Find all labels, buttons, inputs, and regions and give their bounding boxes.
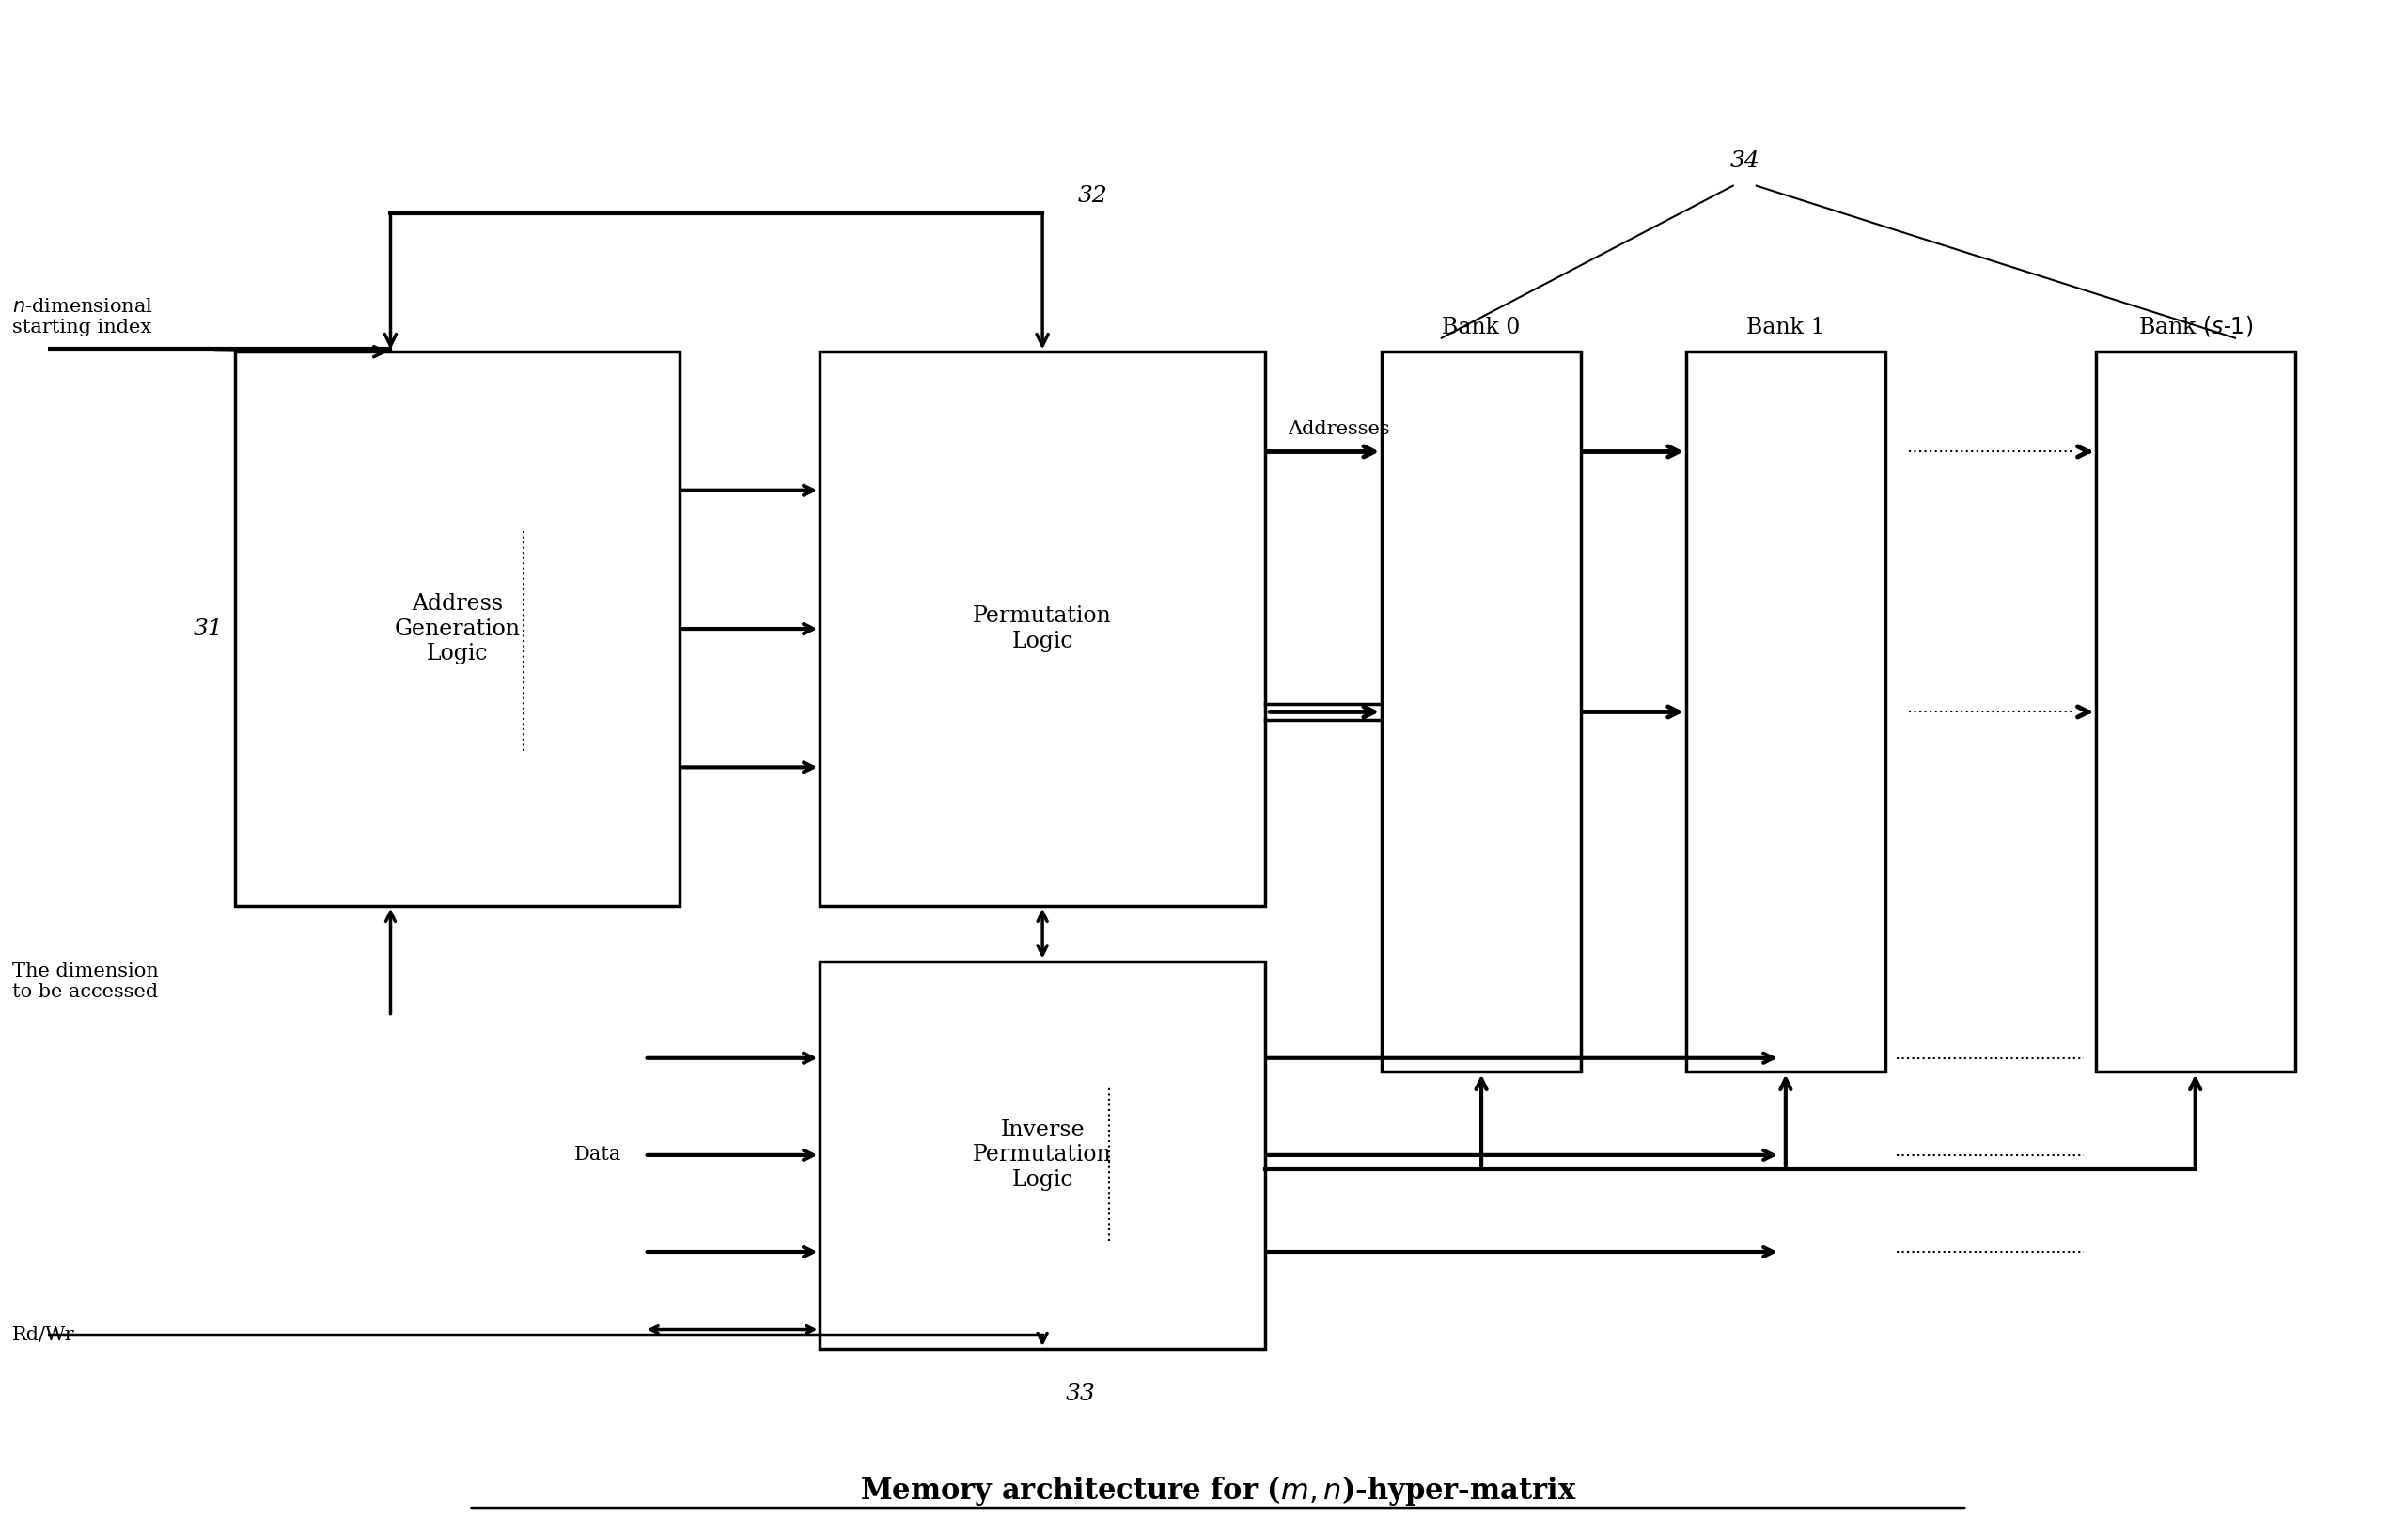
Text: Addresses: Addresses	[1288, 420, 1389, 438]
FancyBboxPatch shape	[2095, 352, 2295, 1072]
Text: 32: 32	[1076, 185, 1108, 206]
Text: Bank $(s$-$1)$: Bank $(s$-$1)$	[2138, 314, 2254, 338]
Text: 31: 31	[193, 619, 224, 640]
Text: The dimension
to be accessed: The dimension to be accessed	[12, 963, 159, 1001]
Text: 33: 33	[1067, 1384, 1096, 1405]
Text: Data: Data	[573, 1146, 621, 1164]
FancyBboxPatch shape	[821, 961, 1264, 1349]
FancyBboxPatch shape	[821, 352, 1264, 905]
Text: Bank 0: Bank 0	[1442, 317, 1519, 338]
Text: Bank 1: Bank 1	[1746, 317, 1825, 338]
Text: Rd/Wr: Rd/Wr	[12, 1326, 75, 1343]
Text: Address
Generation
Logic: Address Generation Logic	[395, 593, 520, 664]
Text: 34: 34	[1729, 150, 1760, 171]
Text: Inverse
Permutation
Logic: Inverse Permutation Logic	[973, 1119, 1112, 1190]
Text: Permutation
Logic: Permutation Logic	[973, 605, 1112, 652]
FancyBboxPatch shape	[1686, 352, 1885, 1072]
FancyBboxPatch shape	[236, 352, 679, 905]
Text: $n$-dimensional
starting index: $n$-dimensional starting index	[12, 299, 154, 337]
FancyBboxPatch shape	[1382, 352, 1580, 1072]
Text: Memory architecture for ($m,n$)-hyper-matrix: Memory architecture for ($m,n$)-hyper-ma…	[860, 1474, 1577, 1507]
